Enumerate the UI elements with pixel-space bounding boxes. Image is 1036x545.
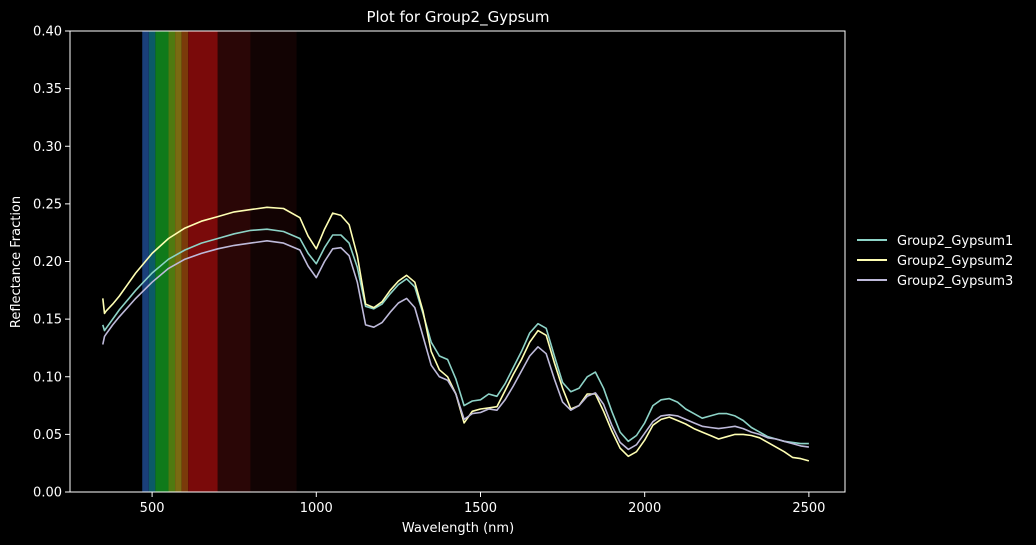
y-tick-label: 0.05 <box>33 428 62 443</box>
y-tick-label: 0.30 <box>33 140 62 155</box>
x-tick-label: 1500 <box>464 501 497 516</box>
legend-label-3: Group2_Gypsum3 <box>897 274 1013 289</box>
x-tick-label: 500 <box>140 501 165 516</box>
series-line-1 <box>102 228 809 445</box>
plot-area <box>69 30 846 493</box>
x-axis: 500 1000 1500 2000 2500 <box>140 492 825 516</box>
x-tick-label: 2000 <box>628 501 661 516</box>
y-axis: 0.00 0.05 0.10 0.15 0.20 0.25 0.30 0.35 0.40 <box>33 25 70 501</box>
y-tick-label: 0.40 <box>33 25 62 40</box>
x-axis-label: Wavelength (nm) <box>402 521 514 536</box>
series-layer <box>102 206 810 462</box>
chart-title: Plot for Group2_Gypsum <box>366 8 549 27</box>
visible-spectrum-band <box>142 31 297 492</box>
spectrum-band-3 <box>168 31 176 492</box>
spectrum-band-8 <box>250 31 297 492</box>
x-tick-label: 1000 <box>300 501 333 516</box>
legend-label-1: Group2_Gypsum1 <box>897 234 1013 249</box>
y-tick-label: 0.25 <box>33 197 62 212</box>
legend-label-2: Group2_Gypsum2 <box>897 254 1013 269</box>
x-tick-label: 2500 <box>792 501 825 516</box>
y-tick-label: 0.10 <box>33 370 62 385</box>
legend: Group2_Gypsum1 Group2_Gypsum2 Group2_Gypsu… <box>857 234 1013 289</box>
spectrum-band-2 <box>155 31 169 492</box>
y-tick-label: 0.20 <box>33 255 62 270</box>
spectrum-band-1 <box>148 31 156 492</box>
spectrum-band-4 <box>175 31 182 492</box>
y-axis-label: Reflectance Fraction <box>9 196 24 328</box>
spectrum-band-5 <box>181 31 189 492</box>
y-tick-label: 0.15 <box>33 313 62 328</box>
spectrum-band-6 <box>188 31 218 492</box>
spectrum-band-7 <box>217 31 251 492</box>
series-line-3 <box>102 240 810 451</box>
series-line-2 <box>102 206 810 462</box>
y-tick-label: 0.00 <box>33 486 62 501</box>
y-tick-label: 0.35 <box>33 82 62 97</box>
